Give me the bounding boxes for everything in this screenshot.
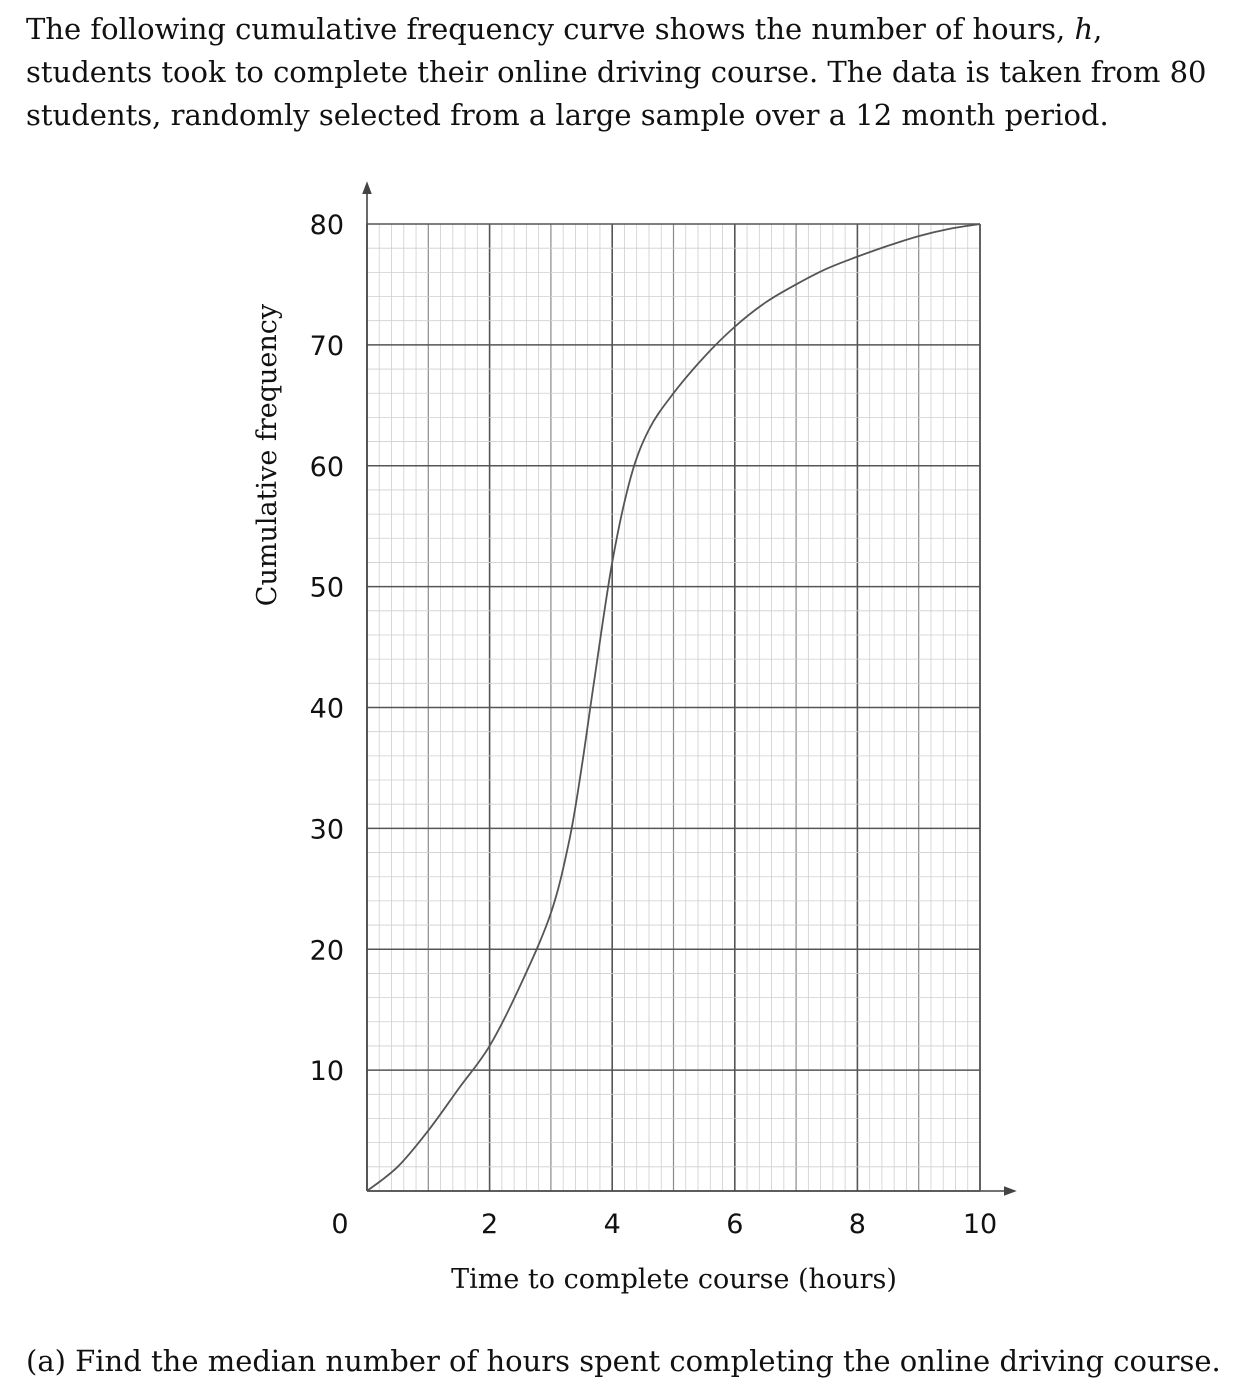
y-tick-label: 70 bbox=[310, 331, 344, 362]
y-tick-label: 10 bbox=[310, 1056, 344, 1087]
y-tick-label: 60 bbox=[310, 452, 344, 483]
x-tick-label: 8 bbox=[849, 1209, 866, 1240]
x-tick-label: 4 bbox=[604, 1209, 621, 1240]
x-tick-label: 6 bbox=[726, 1209, 743, 1240]
x-tick-label: 0 bbox=[331, 1209, 348, 1240]
y-axis-label: Cumulative frequency bbox=[252, 303, 283, 606]
x-axis-label: Time to complete course (hours) bbox=[451, 1264, 897, 1295]
x-tick-label: 2 bbox=[481, 1209, 498, 1240]
curve-layer bbox=[366, 223, 981, 1192]
y-tick-label: 40 bbox=[310, 694, 344, 725]
y-tick-label: 50 bbox=[310, 573, 344, 604]
cumulative-frequency-curve bbox=[366, 223, 981, 1192]
y-tick-label: 20 bbox=[310, 935, 344, 966]
y-tick-label: 80 bbox=[310, 210, 344, 241]
y-tick-label: 30 bbox=[310, 814, 344, 845]
intro-text: The following cumulative frequency curve… bbox=[26, 12, 1207, 132]
cumulative-frequency-chart: 10 20 30 40 50 60 70 80 0 2 4 6 8 10 Time to complete… bbox=[252, 181, 1017, 1295]
chart-grid bbox=[366, 223, 981, 1192]
x-tick-label: 10 bbox=[963, 1209, 997, 1240]
variable-h: h bbox=[1074, 12, 1094, 46]
tick-labels: 10 20 30 40 50 60 70 80 0 2 4 6 8 10 bbox=[310, 210, 998, 1240]
question-a: (a) Find the median number of hours spen… bbox=[26, 1344, 1221, 1378]
chart-axes bbox=[362, 181, 1017, 1196]
